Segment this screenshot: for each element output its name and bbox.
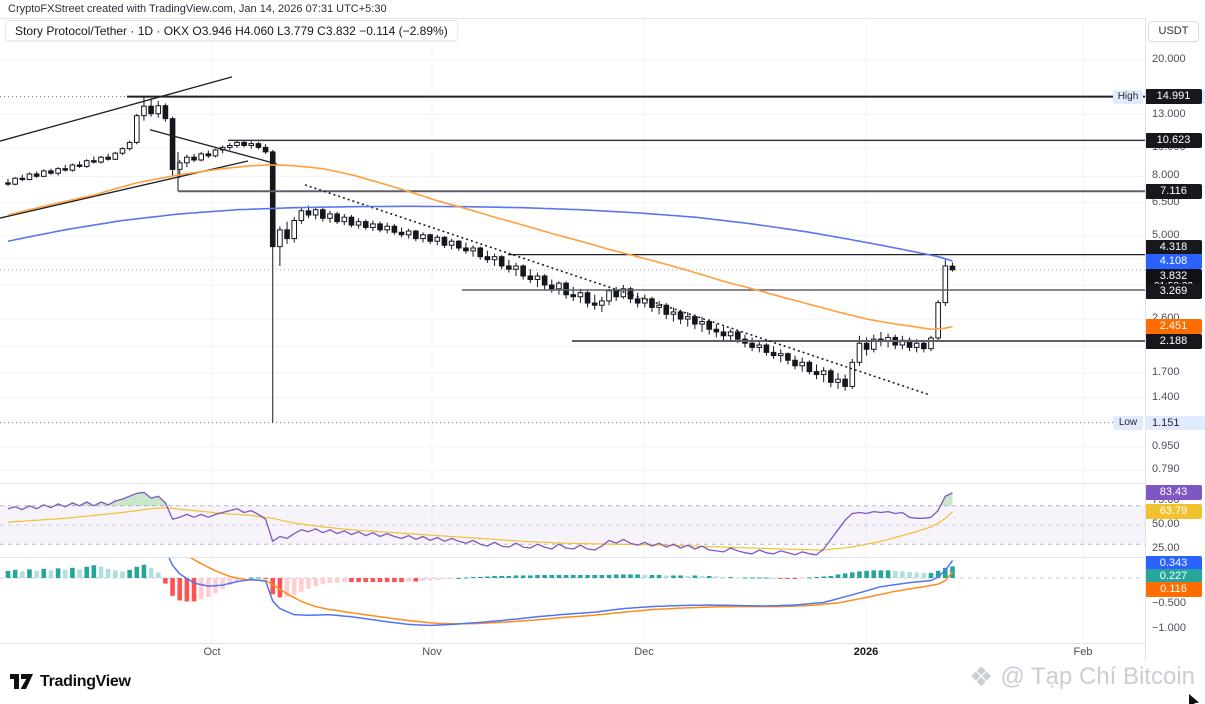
- price-level-badge: 14.991: [1145, 88, 1202, 104]
- rsi-value-badge: 63.79: [1145, 504, 1202, 520]
- rsi-axis-label: 50.00: [1152, 518, 1180, 530]
- low-tag-label: Low: [1118, 416, 1138, 428]
- time-axis-label-dec: Dec: [634, 646, 654, 658]
- price-level-badge: 10.623: [1145, 132, 1202, 148]
- time-axis-label-feb: Feb: [1073, 646, 1093, 658]
- low-row: 1.151: [1146, 415, 1205, 430]
- high-marker-tag: High: [1113, 89, 1143, 104]
- macd-value-badge: 0.116: [1145, 581, 1202, 597]
- price-chart-canvas[interactable]: [0, 0, 1145, 704]
- time-axis[interactable]: Oct Nov Dec 2026 Feb: [0, 643, 1145, 661]
- price-axis-label: 6.500: [1152, 195, 1180, 208]
- rsi-value-badge: 83.43: [1145, 485, 1202, 501]
- time-axis-label-2026: 2026: [853, 646, 879, 658]
- price-axis-label: 0.950: [1152, 439, 1180, 452]
- time-axis-label-oct: Oct: [203, 646, 221, 658]
- legend-text: Story Protocol/Tether · 1D · OKX O3.946 …: [15, 23, 448, 38]
- price-axis-label: 1.400: [1152, 390, 1180, 403]
- tradingview-logo-icon: [10, 674, 33, 689]
- price-axis-label: 0.790: [1152, 463, 1180, 476]
- watermark-text: @ Tạp Chí Bitcoin: [1000, 663, 1195, 690]
- pane-separator-macd[interactable]: [0, 557, 1205, 558]
- price-axis[interactable]: USDT 14.9911.15120.00013.00010.0008.0006…: [1145, 0, 1205, 660]
- tradingview-brand-text: TradingView: [40, 672, 131, 690]
- pane-separator-timeaxis: [0, 643, 1205, 644]
- macd-value-badge: 0.227: [1145, 568, 1202, 584]
- price-axis-border: [1145, 18, 1146, 660]
- price-axis-label: 5.000: [1152, 229, 1180, 242]
- price-level-badge: 2.188: [1145, 333, 1202, 349]
- macd-axis-label: −0.500: [1152, 596, 1186, 609]
- watermark: ❖ @ Tạp Chí Bitcoin: [969, 663, 1195, 691]
- footer-bar: TradingView ❖ @ Tạp Chí Bitcoin: [0, 661, 1205, 704]
- symbol-legend[interactable]: Story Protocol/Tether · 1D · OKX O3.946 …: [5, 20, 458, 41]
- mouse-cursor: [1189, 694, 1199, 704]
- attribution-text: CryptoFXStreet created with TradingView.…: [8, 3, 387, 15]
- price-axis-label: 1.700: [1152, 366, 1180, 379]
- price-level-badge: 4.318: [1145, 239, 1202, 255]
- price-level-badge: 7.116: [1145, 183, 1202, 199]
- tap-chi-bitcoin-logo-icon: ❖: [969, 661, 994, 692]
- price-axis-label: 13.000: [1152, 107, 1186, 120]
- price-level-badge: 2.451: [1145, 318, 1202, 334]
- price-axis-label: 20.000: [1152, 52, 1186, 65]
- macd-axis-label: −1.000: [1152, 622, 1186, 634]
- pane-separator-top: [0, 18, 1205, 19]
- price-axis-label: 8.000: [1152, 169, 1180, 182]
- currency-toggle-button[interactable]: USDT: [1148, 21, 1199, 42]
- pane-separator-rsi[interactable]: [0, 483, 1205, 484]
- tradingview-logo[interactable]: TradingView: [10, 672, 131, 691]
- high-tag-label: High: [1117, 90, 1139, 102]
- price-level-badge: 3.269: [1145, 283, 1202, 299]
- price-level-badge: 4.108: [1145, 253, 1202, 269]
- rsi-axis-label: 25.00: [1152, 542, 1180, 554]
- low-marker-tag: Low: [1113, 415, 1143, 430]
- macd-value-badge: 0.343: [1145, 555, 1202, 571]
- time-axis-label-nov: Nov: [422, 646, 442, 658]
